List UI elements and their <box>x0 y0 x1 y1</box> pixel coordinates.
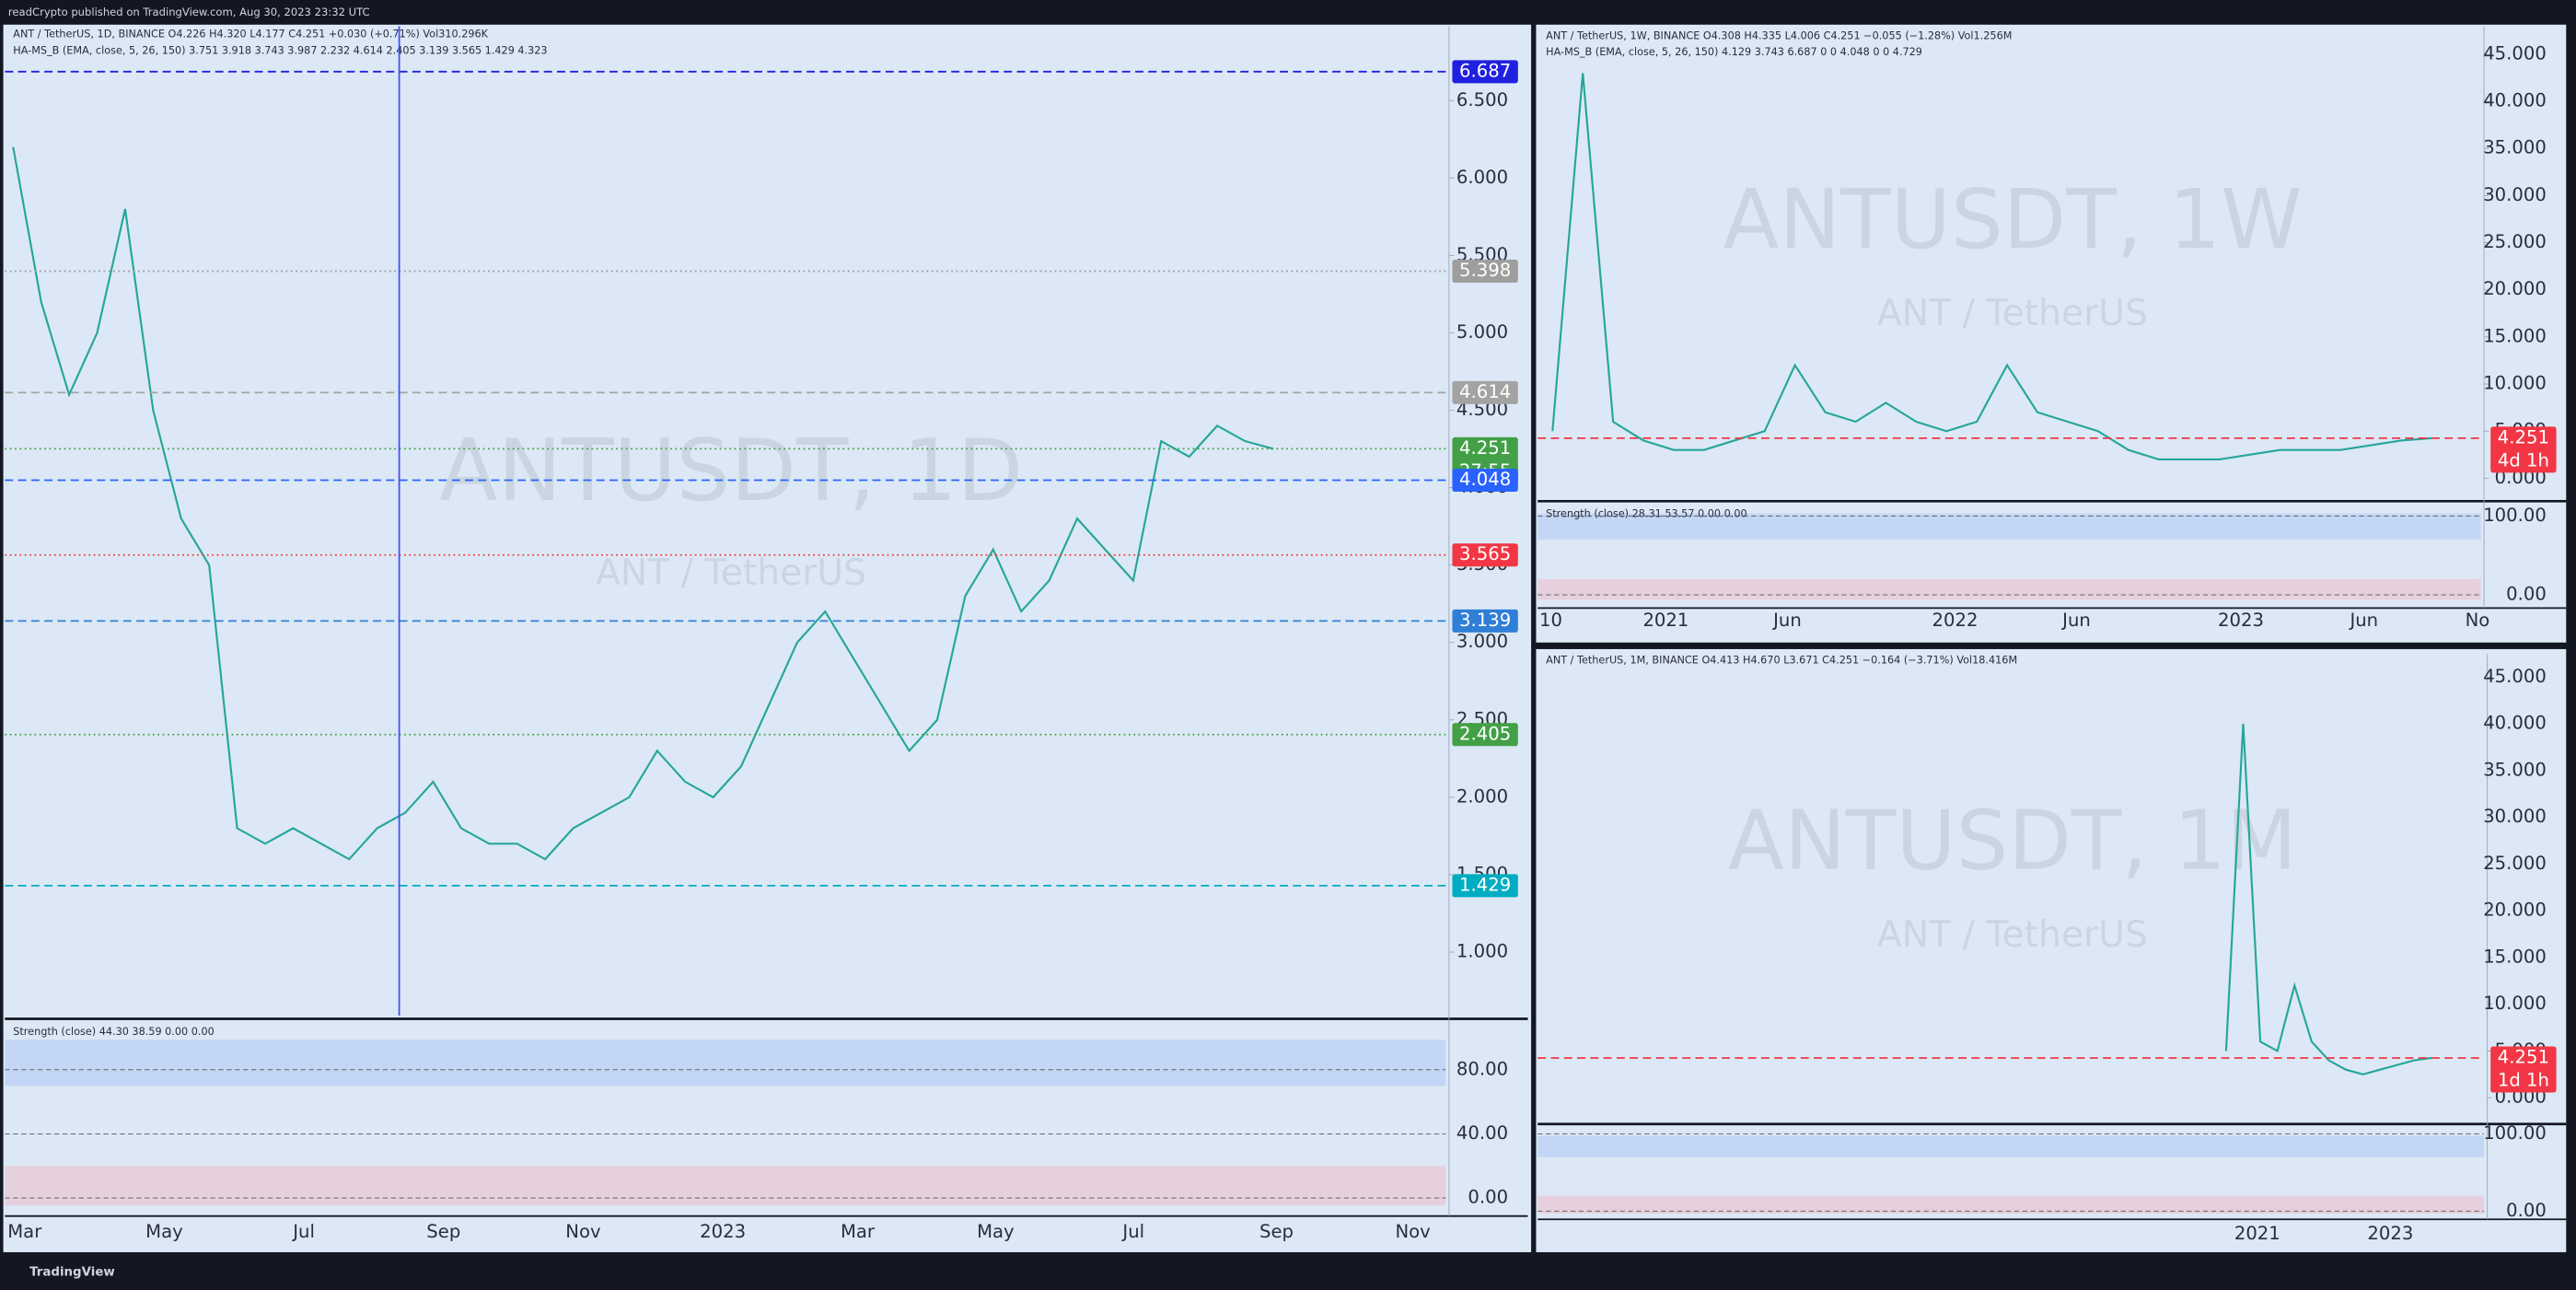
header: readCrypto published on TradingView.com,… <box>8 6 370 18</box>
price-tag <box>1452 874 1518 898</box>
legend: HA-MS_B (EMA, close, 5, 26, 150) 3.751 3… <box>13 44 547 56</box>
y-tick-label: 30.000 <box>2483 806 2547 827</box>
watermark: ANTUSDT, 1D <box>439 421 1023 520</box>
x-tick-label: Jul <box>1120 1221 1144 1242</box>
footer-logo: TradingView <box>29 1265 115 1279</box>
indicator-band <box>1537 513 2481 540</box>
x-tick-label: Nov <box>1395 1221 1431 1242</box>
indicator-tick-label: 100.00 <box>2483 505 2547 526</box>
indicator-band <box>1537 1195 2485 1214</box>
y-tick-label: 15.000 <box>2483 325 2547 346</box>
price-line <box>12 146 1274 861</box>
x-tick-label: Jun <box>2348 610 2378 631</box>
y-tick-label: 20.000 <box>2483 278 2547 299</box>
price-tag-sub: 4d 1h <box>2498 449 2549 471</box>
indicator-band <box>1537 1135 2485 1157</box>
y-tick-label: 3.000 <box>1456 631 1508 652</box>
watermark-sub: ANT / TetherUS <box>1877 914 2148 956</box>
price-tag <box>1452 543 1518 567</box>
indicator-tick-label: 40.00 <box>1456 1122 1508 1144</box>
indicator-band <box>5 1166 1446 1206</box>
price-tag-sub: 1d 1h <box>2498 1069 2549 1090</box>
price-line <box>1551 73 2432 460</box>
y-tick-label: 6.500 <box>1456 89 1508 110</box>
x-tick-label: Mar <box>7 1221 42 1242</box>
x-tick-label: 2023 <box>2367 1223 2413 1244</box>
watermark: ANTUSDT, 1W <box>1723 172 2302 268</box>
price-tag <box>1452 60 1518 84</box>
price-tag <box>1452 609 1518 633</box>
y-tick-label: 35.000 <box>2483 759 2547 780</box>
indicator-tick-label: 80.00 <box>1456 1058 1508 1079</box>
indicator-tick-label: 0.00 <box>2506 584 2547 605</box>
y-tick-label: 25.000 <box>2483 853 2547 874</box>
x-tick-label: Sep <box>426 1221 460 1242</box>
legend: ANT / TetherUS, 1D, BINANCE O4.226 H4.32… <box>13 28 488 40</box>
x-tick-label: Mar <box>841 1221 876 1242</box>
price-tag-label: 4.251 <box>1459 437 1511 459</box>
y-tick-label: 45.000 <box>2483 666 2547 687</box>
indicator-legend: Strength (close) 44.30 38.59 0.00 0.00 <box>13 1026 214 1038</box>
price-tag <box>1452 469 1518 493</box>
legend: ANT / TetherUS, 1M, BINANCE O4.413 H4.67… <box>1546 654 2017 666</box>
price-tag-label: 3.139 <box>1459 610 1511 631</box>
y-tick-label: 15.000 <box>2483 946 2547 967</box>
x-tick-label: 2023 <box>2218 610 2264 631</box>
y-tick-label: 30.000 <box>2483 184 2547 205</box>
price-tag-label: 5.398 <box>1459 260 1511 281</box>
x-tick-label: 2022 <box>1932 610 1978 631</box>
indicator-band <box>5 1040 1446 1087</box>
y-tick-label: 1.000 <box>1456 941 1508 962</box>
y-tick-label: 10.000 <box>2483 993 2547 1014</box>
legend: HA-MS_B (EMA, close, 5, 26, 150) 4.129 3… <box>1546 46 1922 58</box>
y-tick-label: 6.000 <box>1456 167 1508 188</box>
x-tick-label: No <box>2466 610 2490 631</box>
x-tick-label: Nov <box>565 1221 601 1242</box>
indicator-tick-label: 0.00 <box>2506 1200 2547 1221</box>
watermark-sub: ANT / TetherUS <box>596 552 866 594</box>
y-tick-label: 40.000 <box>2483 713 2547 734</box>
price-tag <box>1452 260 1518 284</box>
price-tag-label: 2.405 <box>1459 723 1511 744</box>
x-tick-label: Jul <box>291 1221 315 1242</box>
price-tag <box>2490 426 2557 473</box>
y-tick-label: 35.000 <box>2483 137 2547 158</box>
x-tick-label: May <box>145 1221 183 1242</box>
y-tick-label: 20.000 <box>2483 900 2547 921</box>
indicator-tick-label: 0.00 <box>1468 1187 1508 1208</box>
price-tag-label: 4.251 <box>2498 1046 2549 1067</box>
price-tag-label: 3.565 <box>1459 543 1511 564</box>
y-tick-label: 25.000 <box>2483 231 2547 252</box>
indicator-legend: Strength (close) 28.31 53.57 0.00 0.00 <box>1546 508 1746 520</box>
y-tick-label: 10.000 <box>2483 373 2547 394</box>
x-tick-label: 2023 <box>700 1221 746 1242</box>
price-tag-label: 4.048 <box>1459 469 1511 490</box>
price-tag <box>1452 723 1518 747</box>
price-tag-label: 4.614 <box>1459 381 1511 402</box>
price-tag <box>2490 1046 2557 1093</box>
price-tag-label: 1.429 <box>1459 874 1511 895</box>
x-tick-label: Sep <box>1259 1221 1294 1242</box>
indicator-band <box>1537 578 2481 600</box>
y-tick-label: 45.000 <box>2483 42 2547 64</box>
x-tick-label: 10 <box>1539 610 1562 631</box>
y-tick-label: 40.000 <box>2483 90 2547 111</box>
indicator-tick-label: 100.00 <box>2483 1122 2547 1144</box>
x-tick-label: 2021 <box>2234 1223 2280 1244</box>
price-tag-label: 4.251 <box>2498 426 2549 447</box>
y-tick-label: 2.000 <box>1456 785 1508 807</box>
price-tag <box>1452 380 1518 404</box>
watermark-sub: ANT / TetherUS <box>1877 293 2148 334</box>
price-tag-label: 6.687 <box>1459 60 1511 81</box>
legend: ANT / TetherUS, 1W, BINANCE O4.308 H4.33… <box>1546 29 2012 41</box>
x-tick-label: May <box>977 1221 1015 1242</box>
x-tick-label: Jun <box>2060 610 2091 631</box>
y-tick-label: 5.000 <box>1456 321 1508 343</box>
x-tick-label: 2021 <box>1642 610 1688 631</box>
x-tick-label: Jun <box>1771 610 1802 631</box>
price-line <box>2224 723 2432 1075</box>
watermark: ANTUSDT, 1M <box>1728 794 2297 889</box>
